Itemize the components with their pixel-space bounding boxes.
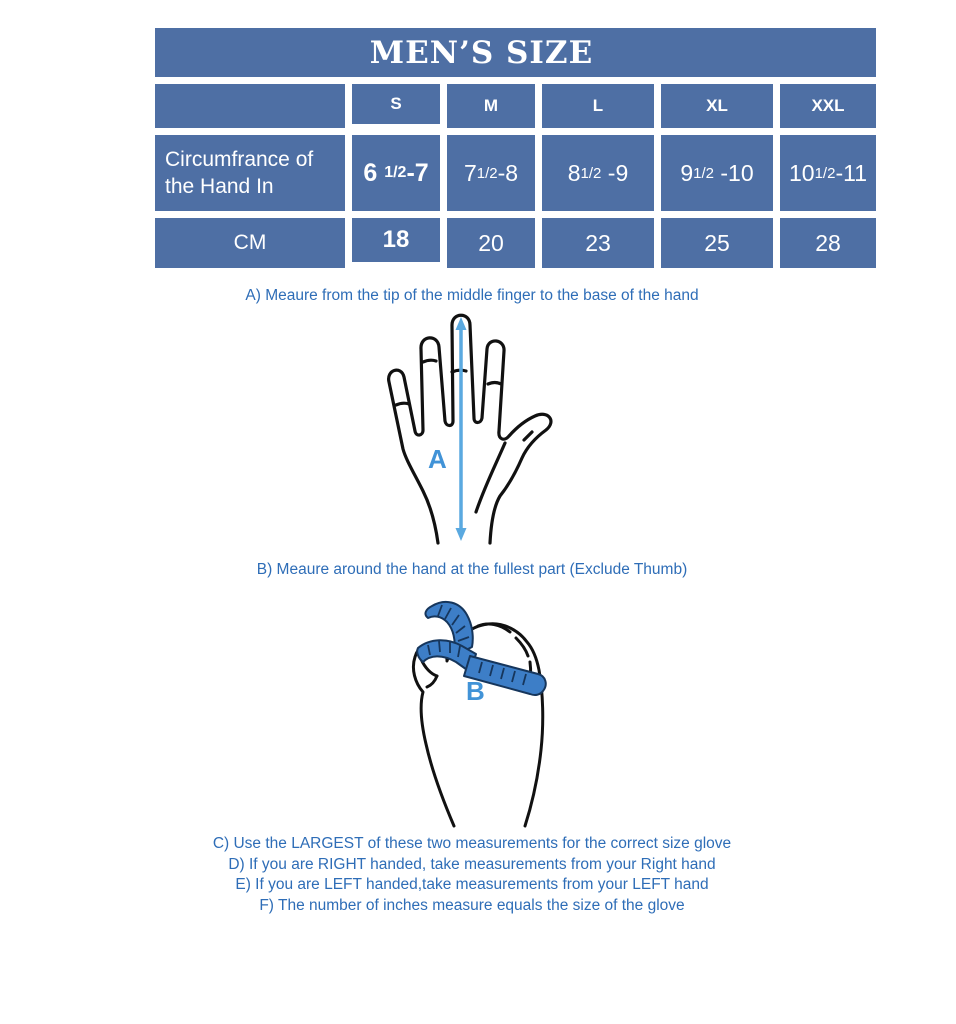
instruction-e: E) If you are LEFT handed,take measureme…	[235, 876, 709, 894]
column-header-l: L	[542, 84, 654, 128]
thumb-crease-line	[522, 430, 534, 442]
open-hand-length-measure-icon: A	[387, 313, 553, 545]
hand-outline	[387, 313, 553, 545]
palm-crease-line	[474, 441, 507, 514]
inch-rest: -8	[497, 159, 519, 186]
hand-measure-label: A	[428, 444, 447, 474]
knuckle-line-1	[476, 622, 512, 634]
inch-main: 8	[567, 159, 581, 186]
fist-measure-label: B	[466, 676, 485, 706]
vertical-double-arrow-icon	[455, 317, 467, 541]
table-title: MEN’S SIZE	[155, 28, 876, 77]
cm-value-m: 20	[447, 218, 535, 268]
fist-circumference-measure-icon: B	[411, 600, 547, 828]
inch-rest: -7	[406, 158, 429, 187]
instruction-f: F) The number of inches measure equals t…	[259, 896, 685, 914]
inch-main: 6	[363, 158, 385, 187]
index-crease-line	[486, 380, 503, 386]
inch-fraction: 1/2	[476, 164, 498, 182]
inch-value-m: 7 1/2 -8	[447, 135, 535, 211]
inch-row-label: Circumfrance of the Hand In	[155, 135, 345, 211]
thumb-fold-tip-line	[425, 674, 439, 689]
cm-value-s: 18	[352, 218, 440, 268]
cm-value-l: 23	[542, 218, 654, 268]
instructions-c-to-f: C) Use the LARGEST of these two measurem…	[0, 834, 944, 916]
instruction-d: D) If you are RIGHT handed, take measure…	[228, 855, 716, 873]
tape-tick-marks	[427, 604, 527, 686]
column-header-xxl: XXL	[780, 84, 876, 128]
inch-fraction: 1/2	[693, 164, 714, 182]
inch-value-xxl: 10 1/2 -11	[780, 135, 876, 211]
inch-value-xl: 9 1/2 -10	[661, 135, 773, 211]
tape-straight-piece	[463, 655, 547, 696]
inch-fraction: 1/2	[814, 164, 836, 182]
inch-main: 10	[789, 159, 815, 186]
measuring-tape-icon	[416, 600, 547, 696]
inch-rest: -10	[714, 159, 754, 186]
cm-row-label: CM	[155, 218, 345, 268]
corner-blank-cell	[155, 84, 345, 128]
inch-fraction: 1/2	[384, 164, 407, 181]
inch-rest: -9	[601, 159, 629, 186]
mens-size-table: MEN’S SIZE S M L XL XXL Circumfrance of …	[155, 28, 876, 268]
inch-main: 9	[680, 159, 694, 186]
cm-value-xl: 25	[661, 218, 773, 268]
instruction-a: A) Meaure from the tip of the middle fin…	[245, 287, 699, 304]
column-header-m: M	[447, 84, 535, 128]
inch-rest: -11	[835, 159, 867, 186]
instruction-b: B) Meaure around the hand at the fullest…	[256, 561, 688, 578]
column-header-xl: XL	[661, 84, 773, 128]
ring-crease-line	[421, 358, 438, 364]
inch-main: 7	[463, 159, 477, 186]
inch-fraction: 1/2	[580, 164, 602, 182]
instruction-c: C) Use the LARGEST of these two measurem…	[212, 835, 732, 852]
pinky-crease-line	[394, 401, 411, 407]
inch-value-l: 8 1/2 -9	[542, 135, 654, 211]
knuckle-line-2	[514, 636, 530, 658]
tape-fold-piece	[416, 639, 477, 673]
inch-value-s: 6 1/2 -7	[352, 135, 440, 211]
middle-crease-line	[450, 368, 468, 374]
cm-value-xxl: 28	[780, 218, 876, 268]
column-header-s: S	[352, 84, 440, 128]
